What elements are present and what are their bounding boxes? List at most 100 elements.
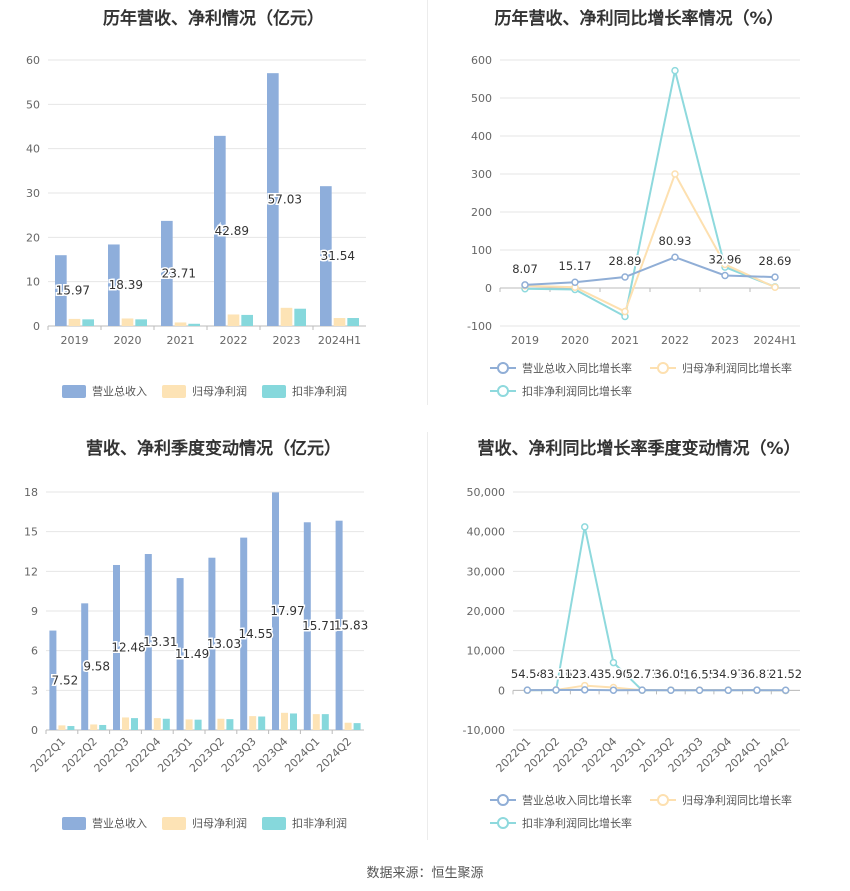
data-label: 13.31 (143, 635, 177, 649)
data-point (609, 686, 618, 694)
data-label: 42.89 (215, 224, 249, 238)
data-label: 15.97 (56, 284, 90, 298)
data-point (771, 283, 779, 291)
data-label: 8.07 (512, 262, 538, 276)
data-point (621, 273, 629, 281)
legend-label: 营业总收入同比增长率 (522, 793, 632, 807)
series-line (524, 70, 776, 319)
legend-label: 扣非净利润 (292, 384, 347, 398)
bar (240, 537, 248, 730)
data-point (781, 686, 790, 694)
legend-swatch (162, 817, 186, 830)
legend-label: 扣非净利润同比增长率 (522, 384, 632, 398)
data-point (581, 523, 589, 531)
quarterly-amount-svg: 03691215182022Q12022Q22022Q32022Q42023Q1… (24, 486, 370, 830)
divider-bottom (427, 432, 428, 840)
data-point (671, 253, 679, 261)
data-label: 15.83 (334, 618, 368, 632)
bar (99, 724, 107, 730)
bar (294, 308, 306, 326)
x-tick-label: 2019 (61, 334, 89, 347)
legend-swatch (262, 817, 286, 830)
data-point (753, 686, 761, 694)
series-line (524, 256, 776, 286)
y-tick-label: 50,000 (467, 486, 506, 499)
bar (226, 719, 234, 730)
x-tick-label: 2019 (511, 334, 539, 347)
y-tick-label: 18 (24, 486, 38, 499)
data-label: 15.71 (302, 619, 336, 633)
divider-top (427, 0, 428, 405)
data-label: 35.90 (597, 667, 630, 681)
x-tick-label: 2023 (273, 334, 301, 347)
data-point (667, 686, 675, 694)
data-point (695, 686, 704, 695)
bar (347, 318, 359, 326)
bar (82, 319, 94, 326)
bar (49, 630, 57, 730)
y-tick-label: 300 (471, 168, 492, 181)
y-tick-label: 100 (471, 244, 492, 257)
bar (267, 73, 279, 327)
legend-swatch (62, 385, 86, 398)
x-tick-label: 2021 (167, 334, 195, 347)
data-point (671, 66, 679, 75)
quarterly-amount-chart: 营收、净利季度变动情况（亿元） 0 3 6 9 12 15 18 2022Q1 2022Q2 20… (0, 430, 427, 850)
bar (67, 726, 75, 730)
bar (344, 722, 352, 730)
data-source: 数据来源：恒生聚源 (366, 866, 484, 881)
legend-label: 扣非净利润 (292, 816, 347, 830)
bar (335, 520, 343, 730)
quarterly-growth-svg: -10,000010,00020,00030,00040,00050,00020… (463, 486, 804, 830)
y-tick-label: 3 (31, 684, 38, 697)
data-point (724, 686, 732, 694)
data-label: 17.97 (270, 604, 304, 618)
data-label: 11.49 (175, 647, 209, 661)
bar (320, 186, 332, 326)
legend-label: 营业总收入 (92, 384, 147, 398)
bar (153, 718, 161, 730)
y-tick-label: 10 (26, 276, 40, 289)
bar (227, 314, 240, 326)
y-tick-label: 0 (498, 684, 505, 697)
annual-growth-chart: 历年营收、净利同比增长率情况（%） -100 0 100 200 300 400 500 60… (428, 0, 850, 410)
data-label: 15.17 (559, 259, 592, 273)
data-point (621, 307, 629, 316)
data-point (721, 271, 729, 280)
data-label: 52.71 (626, 667, 659, 681)
x-tick-label: 2021 (611, 334, 639, 347)
bar (303, 522, 311, 730)
bar (130, 718, 138, 730)
x-tick-label: 2024H1 (753, 334, 796, 347)
data-label: 36.05 (654, 667, 687, 681)
bar (68, 318, 81, 326)
data-point (721, 260, 729, 269)
x-tick-label: 2020 (114, 334, 142, 347)
legend-marker (497, 362, 509, 374)
legend-label: 归母净利润同比增长率 (682, 361, 792, 375)
y-tick-label: 400 (471, 130, 492, 143)
y-tick-label: 50 (26, 98, 40, 111)
data-point (581, 686, 589, 694)
legend-marker (497, 794, 509, 806)
bar (281, 712, 288, 730)
x-tick-label: 2024H1 (318, 334, 361, 347)
annual-growth-svg: -100 0 100 200 300 400 500 600 2019 2020 2021 2022 2… (467, 54, 800, 398)
bar (333, 318, 346, 326)
bar (108, 244, 120, 326)
x-tick-label: 2024Q2 (314, 735, 354, 775)
data-point (609, 658, 618, 667)
bar (90, 724, 98, 730)
bar (144, 554, 152, 730)
legend-swatch (162, 385, 186, 398)
bar (321, 714, 329, 730)
bar (241, 314, 253, 326)
bar (121, 318, 134, 326)
data-label: 21.52 (769, 667, 802, 681)
y-tick-label: 0 (485, 282, 492, 295)
annual-amount-svg: 0 10 20 30 40 50 60 2019 2020 2021 2022 2023 2024H1 1… (26, 54, 366, 398)
y-tick-label: 60 (26, 54, 40, 67)
y-tick-label: 12 (24, 565, 38, 578)
data-label: 54.54 (511, 667, 544, 681)
bar (81, 603, 89, 730)
